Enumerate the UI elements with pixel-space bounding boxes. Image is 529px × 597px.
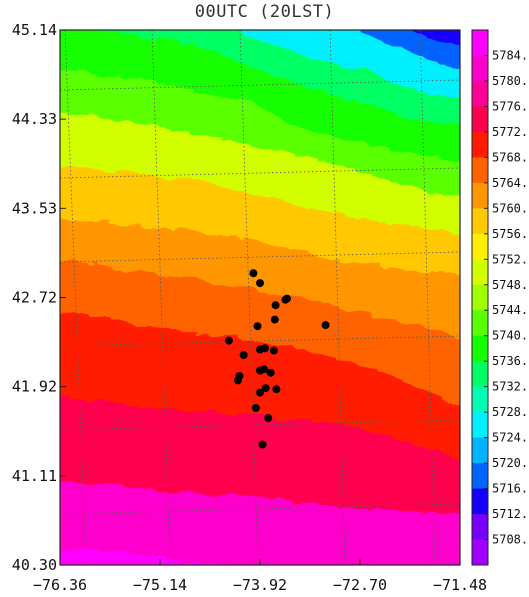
lat-tick-label: 43.53 — [12, 199, 57, 217]
station-markers — [224, 269, 330, 449]
colorbar-swatch — [472, 80, 488, 107]
colorbar-swatch — [472, 514, 488, 541]
lon-tick-label: −71.48 — [433, 576, 487, 594]
colorbar-label: 5744. — [492, 303, 528, 317]
station-marker — [261, 384, 270, 393]
station-marker — [281, 295, 290, 304]
colorbar-frame — [471, 29, 489, 566]
colorbar-label: 5712. — [492, 507, 528, 521]
colorbar-label: 5772. — [492, 125, 528, 139]
station-marker — [256, 345, 264, 354]
lon-tick-label: −76.36 — [33, 576, 87, 594]
lon-tick-label: −73.92 — [233, 576, 287, 594]
colorbar-swatch — [472, 106, 488, 133]
lat-tick-label: 45.14 — [12, 21, 57, 39]
colorbar-swatch — [472, 182, 488, 209]
colorbar-swatch — [472, 539, 488, 566]
lat-tick-label: 41.11 — [12, 467, 57, 485]
colorbar-swatch — [472, 361, 488, 388]
grid-parallel — [60, 419, 460, 431]
colorbar-swatch — [472, 30, 488, 56]
station-marker — [321, 321, 330, 330]
colorbar-swatch — [472, 310, 488, 337]
colorbar-label: 5740. — [492, 329, 528, 343]
colorbar-swatch — [472, 463, 488, 490]
colorbar-label: 5776. — [492, 99, 528, 113]
colorbar-swatch — [472, 55, 488, 82]
plot-area — [50, 20, 470, 565]
colorbar-label: 5756. — [492, 227, 528, 241]
colorbar-swatch — [472, 335, 488, 362]
colorbar-label: 5784. — [492, 48, 528, 62]
grid-meridian — [64, 30, 87, 565]
contour-band — [410, 30, 460, 44]
grid-meridian — [151, 30, 171, 565]
colorbar-label: 5764. — [492, 176, 528, 190]
station-marker — [272, 385, 281, 394]
lon-tick-label: −72.70 — [333, 576, 387, 594]
colorbar-swatch — [472, 157, 488, 184]
colorbar: 5784. 5780. 5776. 5772. 5768. 5764. 5760. 5756.… — [471, 29, 528, 566]
lat-tick-label: 40.30 — [12, 556, 57, 574]
station-marker — [256, 279, 264, 288]
station-marker — [271, 301, 280, 310]
station-marker — [256, 366, 264, 375]
colorbar-swatch — [472, 488, 488, 515]
colorbar-swatch — [472, 437, 488, 464]
colorbar-swatch — [472, 259, 488, 286]
latitude-axis: 45.14 44.33 43.53 42.72 41.92 41.11 40.30 — [12, 21, 66, 574]
station-marker — [256, 388, 264, 397]
colorbar-label: 5708. — [492, 533, 528, 547]
station-marker — [258, 440, 267, 449]
station-marker — [249, 269, 258, 278]
colorbar-label: 5720. — [492, 456, 528, 470]
lon-tick-label: −75.14 — [133, 576, 187, 594]
colorbar-swatch — [472, 233, 488, 260]
station-marker — [239, 351, 248, 359]
contour-band — [50, 20, 470, 30]
colorbar-label: 5752. — [492, 252, 528, 266]
colorbar-label: 5760. — [492, 201, 528, 215]
map-gridlines — [60, 30, 460, 565]
colorbar-label: 5724. — [492, 431, 528, 445]
colorbar-label: 5736. — [492, 354, 528, 368]
colorbar-label: 5748. — [492, 278, 528, 292]
map-title: 00UTC (20LST) — [194, 2, 335, 22]
colorbar-label: 5768. — [492, 150, 528, 164]
colorbar-swatch — [472, 412, 488, 439]
lat-tick-label: 41.92 — [12, 378, 57, 396]
grid-parallel — [60, 335, 460, 347]
station-marker — [253, 322, 262, 331]
contour-band — [355, 30, 460, 68]
grid-parallel — [60, 167, 460, 179]
station-marker — [266, 368, 275, 377]
longitude-axis: −76.36 −75.14 −73.92 −72.70 −71.48 — [33, 559, 487, 594]
colorbar-swatch — [472, 131, 488, 158]
colorbar-label: 5728. — [492, 405, 528, 419]
station-marker — [251, 404, 260, 412]
grid-meridian — [419, 30, 436, 565]
station-marker — [264, 414, 273, 422]
colorbar-label: 5732. — [492, 380, 528, 394]
grid-parallel — [60, 79, 460, 91]
lat-tick-label: 42.72 — [12, 289, 57, 307]
colorbar-swatch — [472, 208, 488, 235]
colorbar-swatch — [472, 386, 488, 413]
grid-parallel — [60, 251, 460, 263]
grid-meridian — [239, 30, 259, 565]
station-marker — [224, 336, 233, 345]
station-marker — [270, 315, 279, 324]
station-marker — [269, 346, 278, 355]
colorbar-swatch — [472, 284, 488, 311]
grid-meridian — [329, 30, 346, 565]
lat-tick-label: 44.33 — [12, 110, 57, 128]
colorbar-label: 5780. — [492, 74, 528, 88]
station-marker — [233, 376, 242, 385]
colorbar-label: 5716. — [492, 482, 528, 496]
grid-parallel — [60, 503, 460, 515]
